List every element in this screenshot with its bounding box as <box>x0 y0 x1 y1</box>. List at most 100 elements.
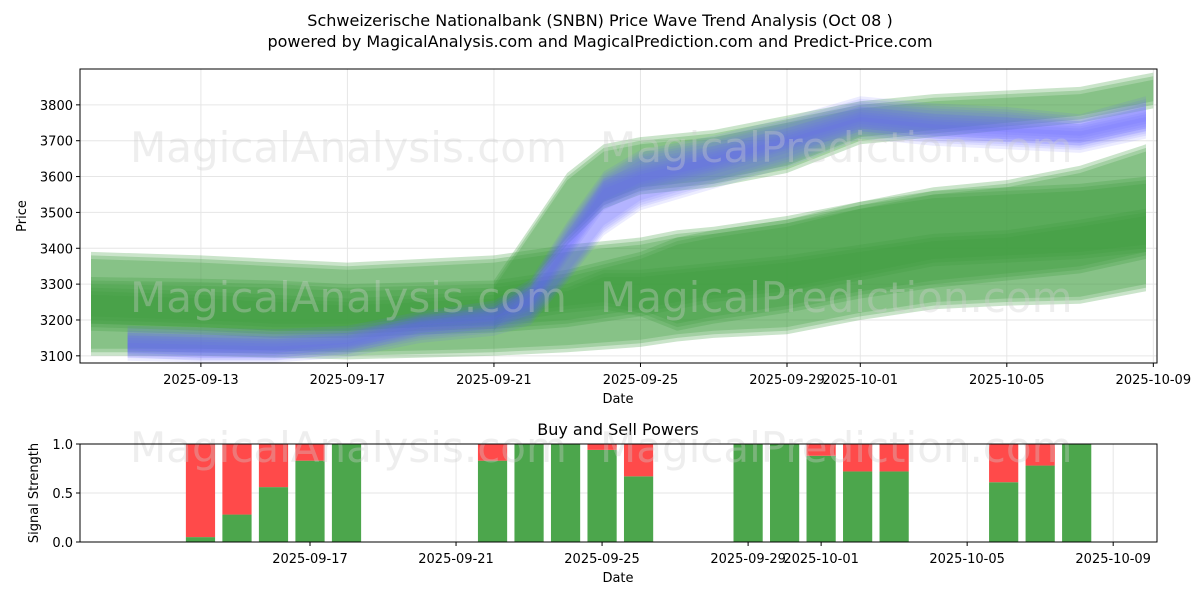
buy-bar <box>1025 465 1055 542</box>
buy-bar <box>623 476 654 542</box>
price-band-green_wave_low <box>91 183 1146 360</box>
price-band-blue_wave_2 <box>127 114 1147 358</box>
buy-bar <box>331 444 362 542</box>
price-x-tick-label: 2025-10-05 <box>969 373 1045 388</box>
price-band-green_wave_mid <box>91 151 1146 338</box>
price-bands <box>91 72 1154 363</box>
sell-bar <box>587 444 617 450</box>
buy-bar <box>222 514 252 542</box>
price-axes: 3100 3200 3300 3400 3500 3600 3700 3800 2025-09-… <box>40 99 1191 388</box>
sell-bar <box>1025 444 1055 466</box>
price-band-blue_wave_2 <box>127 112 1147 356</box>
signal-x-tick-label: 2025-10-01 <box>783 552 859 567</box>
price-band-blue_wave_1 <box>127 98 1147 356</box>
price-y-tick-label: 3500 <box>40 206 73 221</box>
price-x-tick-label: 2025-09-21 <box>456 373 532 388</box>
buy-bar <box>185 537 216 542</box>
buy-bar <box>514 444 544 542</box>
buy-bar <box>806 455 836 542</box>
buy-bar <box>770 444 800 542</box>
signal-x-tick-label: 2025-09-17 <box>272 552 348 567</box>
signal-y-tick-label: 0.5 <box>52 487 73 502</box>
price-band-green_wave_core <box>91 208 1146 324</box>
price-y-tick-label: 3700 <box>40 135 73 150</box>
watermark: MagicalPrediction.com <box>600 423 1073 472</box>
watermark: MagicalAnalysis.com <box>130 423 567 472</box>
signal-x-tick-label: 2025-10-05 <box>929 552 1005 567</box>
price-grid <box>80 69 1157 363</box>
buy-bar <box>843 471 873 542</box>
signal-x-label: Date <box>602 571 633 586</box>
price-x-tick-label: 2025-09-13 <box>163 373 239 388</box>
price-y-tick-label: 3600 <box>40 171 73 186</box>
price-band-blue_wave_2 <box>127 109 1147 354</box>
price-band-green_wave_low <box>91 176 1146 353</box>
buy-bar <box>550 444 581 542</box>
signal-x-tick-label: 2025-09-25 <box>564 552 640 567</box>
price-band-green_upper_wave <box>493 79 1154 331</box>
price-y-tick-label: 3800 <box>40 99 73 114</box>
price-band-blue_wave_1 <box>127 96 1147 353</box>
price-x-tick-label: 2025-09-25 <box>603 373 679 388</box>
sell-bar <box>806 444 836 456</box>
price-band-blue_wave_1 <box>127 101 1147 358</box>
signal-chart: Buy and Sell Powers MagicalAnalysis.com … <box>27 420 1158 586</box>
sell-bar <box>623 444 654 477</box>
price-band-green_wave_core <box>91 216 1146 331</box>
price-x-tick-label: 2025-09-29 <box>749 373 825 388</box>
buy-bar <box>258 487 289 542</box>
signal-x-tick-label: 2025-09-21 <box>418 552 494 567</box>
buy-bar <box>733 444 763 542</box>
signal-y-label: Signal Strength <box>27 443 42 543</box>
price-watermarks: MagicalAnalysis.com MagicalPrediction.co… <box>130 123 1073 322</box>
chart-title-line2: powered by MagicalAnalysis.com and Magic… <box>267 32 932 51</box>
price-chart: MagicalAnalysis.com MagicalPrediction.co… <box>15 68 1191 407</box>
buy-bar <box>587 449 617 542</box>
sell-bar <box>185 444 216 538</box>
sell-bar <box>477 444 508 461</box>
sell-bar <box>258 444 289 488</box>
price-band-green_upper_wave <box>493 76 1154 328</box>
buy-bar <box>879 471 909 542</box>
buy-bar <box>295 460 325 542</box>
price-plot-border <box>79 68 1158 364</box>
watermark: MagicalPrediction.com <box>600 123 1073 172</box>
signal-axes: 0.0 0.5 1.0 2025-09-17 2025-09-21 2025-09-25 2… <box>52 438 1151 567</box>
sell-bar <box>989 444 1019 483</box>
sell-bar <box>879 444 909 472</box>
price-band-blue_wave_2 <box>127 107 1147 351</box>
price-band-green_wave_mid <box>91 147 1146 335</box>
sell-bar <box>222 444 252 515</box>
price-band-green_wave_mid <box>91 144 1146 331</box>
price-plot-frame <box>80 69 1157 363</box>
signal-x-tick-label: 2025-09-29 <box>710 552 786 567</box>
price-band-green_wave_low <box>91 180 1146 356</box>
price-band-blue_wave_1 <box>127 106 1147 363</box>
watermark: MagicalAnalysis.com <box>130 273 567 322</box>
price-x-label: Date <box>602 392 633 407</box>
buy-bar <box>477 460 508 542</box>
price-y-tick-label: 3100 <box>40 350 73 365</box>
price-y-tick-label: 3200 <box>40 314 73 329</box>
price-x-tick-label: 2025-10-09 <box>1116 373 1192 388</box>
signal-chart-title: Buy and Sell Powers <box>537 420 699 439</box>
price-y-tick-label: 3400 <box>40 242 73 257</box>
watermark: MagicalPrediction.com <box>600 273 1073 322</box>
watermark: MagicalAnalysis.com <box>130 123 567 172</box>
sell-bar <box>843 444 873 472</box>
signal-x-tick-label: 2025-10-09 <box>1075 552 1151 567</box>
price-y-tick-label: 3300 <box>40 278 73 293</box>
price-x-tick-label: 2025-09-17 <box>310 373 386 388</box>
sell-bar <box>295 444 325 461</box>
price-band-blue_wave_2 <box>127 117 1147 361</box>
price-band-blue_wave_1 <box>127 103 1147 360</box>
signal-y-tick-label: 0.0 <box>52 536 73 551</box>
price-band-green_wave_core <box>91 212 1146 328</box>
price-band-green_upper_wave <box>493 72 1154 324</box>
signal-watermarks: MagicalAnalysis.com MagicalPrediction.co… <box>130 423 1073 472</box>
buy-bar <box>1062 444 1092 542</box>
price-x-tick-label: 2025-10-01 <box>822 373 898 388</box>
signal-y-tick-label: 1.0 <box>52 438 73 453</box>
buy-bar <box>989 482 1019 542</box>
